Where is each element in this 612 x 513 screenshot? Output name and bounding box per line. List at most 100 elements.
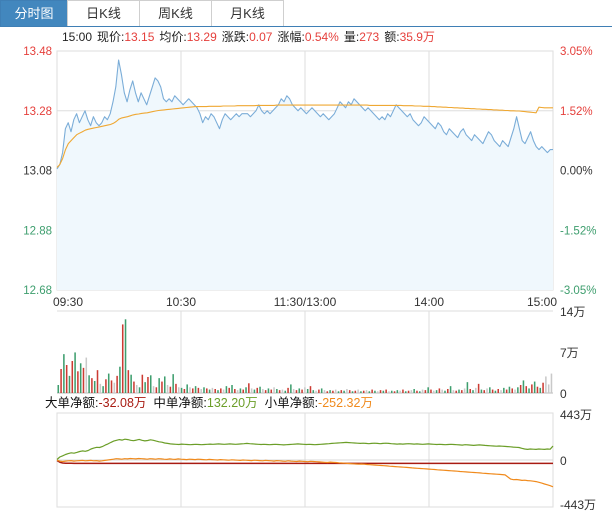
volume-bar [547, 384, 550, 393]
intraday-chart-canvas[interactable]: 13.48 3.05% 13.28 1.52% 13.08 0.00% 12.88 -1.52… [0, 45, 612, 513]
volume-bar [374, 390, 376, 393]
volume-bar [110, 380, 113, 393]
volume-bar [163, 376, 166, 393]
volume-bar [531, 384, 533, 393]
volume-bar [85, 357, 88, 393]
quote-info-bar: 15:00 现价:13.15 均价:13.29 涨跌:0.07 涨幅:0.54% 量:27… [0, 27, 612, 45]
volume-bar [99, 383, 102, 393]
volume-bar [222, 389, 225, 393]
volume-bar [421, 389, 424, 393]
volume-bar [346, 389, 348, 393]
volume-bar [102, 386, 104, 393]
volume-bar [287, 387, 289, 393]
volume-bar [390, 390, 393, 393]
volume-bar [320, 388, 323, 393]
flow-axis-tick: -443万 [560, 498, 596, 512]
change-pct-value: 0.54% [304, 30, 339, 44]
change-pct-label: 涨幅: [277, 30, 305, 44]
volume-bar [107, 373, 110, 393]
volume-bar [427, 387, 429, 393]
volume-bar [475, 387, 477, 393]
average-price-line [56, 104, 553, 168]
volume-bar [472, 390, 474, 393]
tab-weekly-k[interactable]: 周K线 [139, 0, 212, 26]
volume-bar [318, 389, 320, 393]
big-order-value: -32.08万 [98, 396, 146, 410]
price-axis-tick-right: 3.05% [560, 46, 593, 58]
volume-bar [477, 383, 480, 393]
tab-intraday[interactable]: 分时图 [0, 0, 68, 26]
volume-bar [329, 390, 331, 393]
volume-bar [175, 383, 177, 393]
tab-daily-k[interactable]: 日K线 [67, 0, 140, 26]
volume-bar [343, 390, 345, 393]
volume-label: 量: [343, 30, 360, 44]
volume-bar [455, 390, 457, 393]
volume-bar [259, 386, 261, 393]
volume-bar [382, 390, 385, 393]
volume-bar [189, 387, 191, 393]
price-axis-tick-right: 0.00% [560, 166, 593, 178]
volume-bar [158, 378, 160, 393]
volume-bar [433, 390, 435, 393]
volume-bar [147, 377, 149, 393]
time-axis-tick: 10:30 [166, 295, 196, 309]
volume-bar [301, 389, 303, 393]
volume-bar [119, 366, 121, 393]
price-axis-tick-left: 12.88 [23, 225, 52, 237]
volume-bar [71, 361, 74, 393]
volume-bar [511, 388, 514, 393]
volume-bar [79, 363, 82, 393]
volume-bar [469, 389, 471, 393]
volume-bar [379, 390, 382, 393]
volume-bar [365, 390, 368, 393]
flow-axis-tick: 443万 [560, 408, 592, 422]
time-axis-tick: 15:00 [527, 295, 557, 309]
volume-bar [200, 389, 202, 393]
volume-bar [250, 388, 253, 393]
volume-bar [256, 387, 258, 393]
volume-axis-tick: 0 [560, 387, 567, 401]
volume-bar [505, 389, 508, 393]
volume-bar [404, 391, 407, 393]
volume-bar [166, 385, 169, 393]
volume-bar [91, 378, 93, 393]
price-axis-tick-right: -1.52% [560, 225, 596, 237]
volume-bar [326, 391, 329, 393]
volume-bar [466, 382, 469, 393]
volume-bar [192, 388, 194, 393]
volume-bar [152, 386, 155, 393]
volume-bar [248, 383, 250, 393]
volume-bar [183, 389, 186, 393]
volume-bar [539, 387, 542, 393]
volume-bar [449, 386, 452, 393]
volume-bar [430, 389, 432, 393]
price-axis-tick-left: 13.08 [23, 166, 52, 178]
volume-bar [172, 374, 174, 393]
volume-bar [133, 381, 135, 393]
volume-bar [121, 324, 124, 393]
price-area-fill [57, 60, 553, 290]
volume-bar [399, 390, 401, 393]
time-axis-tick: 09:30 [53, 295, 83, 309]
volume-bar [545, 376, 547, 393]
volume-bar [234, 389, 236, 393]
money-flow-legend: 大单净额:-32.08万 中单净额:132.20万 小单净额:-252.32万 [45, 395, 373, 410]
flow-axis-tick: 0 [560, 454, 567, 468]
volume-bar [273, 387, 275, 393]
amount-label: 额: [384, 30, 400, 44]
volume-bar [284, 390, 287, 393]
volume-bar [135, 385, 138, 393]
volume-bar [424, 390, 427, 393]
volume-bar [180, 387, 183, 393]
big-order-label: 大单净额: [45, 396, 98, 410]
mid-order-flow-line [56, 438, 554, 460]
mid-order-label: 中单净额: [153, 395, 206, 410]
volume-bar [161, 381, 163, 393]
volume-bar [396, 390, 399, 393]
tab-monthly-k[interactable]: 月K线 [211, 0, 284, 26]
volume-bar [228, 387, 230, 393]
volume-bar [281, 389, 284, 393]
volume-bar [461, 390, 463, 393]
small-order-flow-line [56, 457, 554, 488]
